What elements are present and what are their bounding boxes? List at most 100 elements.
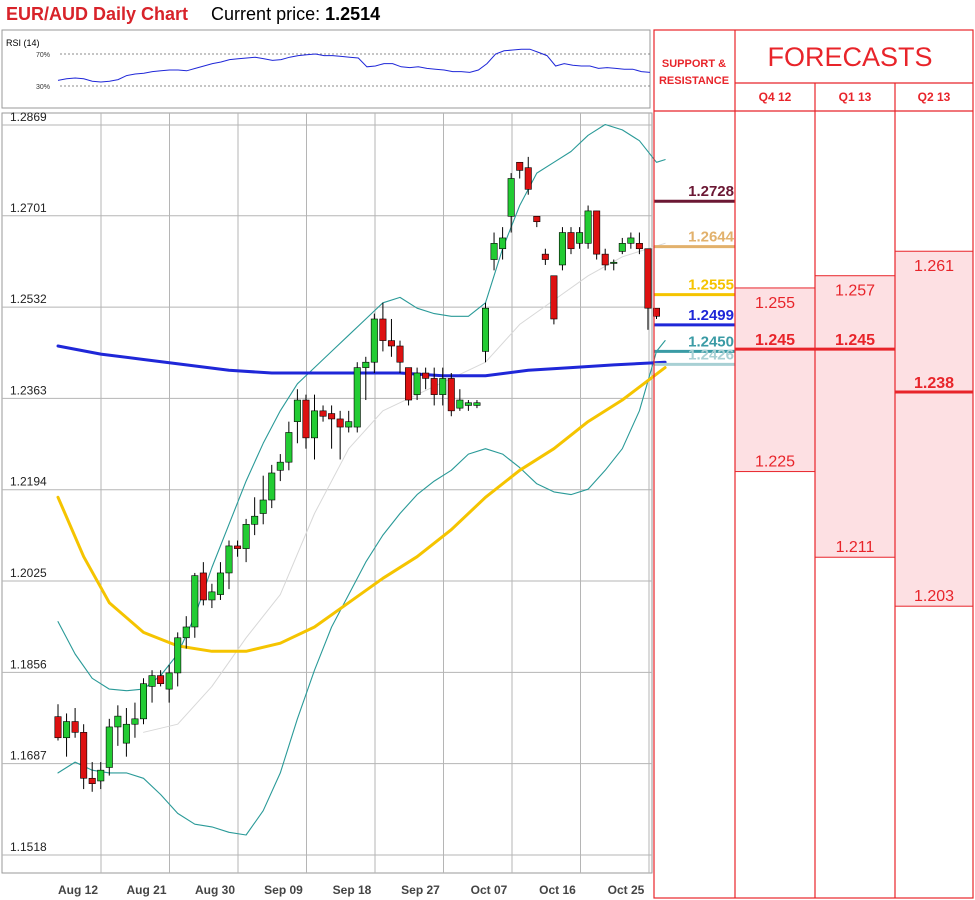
y-tick-label: 1.2363 [10, 383, 47, 397]
candle-body [216, 572, 224, 595]
y-tick-label: 1.1518 [10, 840, 47, 854]
candle-body [225, 545, 233, 574]
candle-body [71, 721, 79, 733]
candle-body [131, 718, 139, 725]
forecast-low-value: 1.203 [914, 588, 954, 605]
rsi-panel-frame [1, 29, 651, 109]
candle-body [430, 378, 438, 395]
forecast-mid-value: 1.238 [914, 375, 954, 392]
candle-body [191, 575, 199, 628]
forecast-range-box [894, 250, 974, 607]
candle-body [328, 413, 336, 420]
candle-body [105, 726, 113, 768]
candle-body [362, 361, 370, 368]
y-tick-label: 1.2532 [10, 292, 47, 306]
candle-body [541, 253, 549, 260]
candle-body [208, 591, 216, 601]
candle-body [516, 161, 524, 171]
current-price-value: 1.2514 [325, 4, 381, 24]
candle-body [558, 232, 566, 266]
candle-body [464, 402, 472, 406]
candle-body [80, 732, 88, 779]
candle-body [576, 232, 584, 244]
candle-body [148, 675, 156, 687]
candle-body [114, 715, 122, 728]
candle-body [567, 232, 575, 250]
candle-body [490, 243, 498, 260]
forecast-mid-value: 1.245 [835, 332, 875, 349]
x-tick-label: Oct 25 [608, 883, 645, 897]
x-tick-label: Oct 16 [539, 883, 576, 897]
candle-body [447, 378, 455, 412]
sr-label: 1.2426 [688, 346, 734, 363]
candle-body [422, 372, 430, 379]
candle-body [353, 367, 361, 428]
sr-label: 1.2644 [688, 229, 735, 246]
sr-label: 1.2555 [688, 277, 734, 294]
candle-body [63, 721, 71, 739]
candle-body [182, 626, 190, 639]
y-tick-label: 1.2194 [10, 475, 47, 489]
candle-body [293, 399, 301, 422]
candle-body [584, 210, 592, 244]
candle-body [276, 461, 284, 471]
candle-body [387, 340, 395, 347]
overlay-ma-grey [143, 242, 666, 733]
candle-body [234, 545, 242, 549]
overlay-ma-yellow [56, 366, 667, 653]
forecast-column-header: Q1 13 [839, 90, 872, 104]
candle-body [165, 672, 173, 690]
candle-body [635, 243, 643, 250]
forecast-column-header: Q2 13 [918, 90, 951, 104]
rsi-level-label: 30% [36, 84, 50, 91]
forecast-panel-frame [653, 29, 974, 899]
candle-body [97, 769, 105, 782]
sr-label: 1.2499 [688, 307, 734, 324]
candle-body [396, 345, 404, 363]
forecast-column-header: Q4 12 [759, 90, 792, 104]
forecast-high-value: 1.257 [835, 283, 875, 300]
candle-body [140, 683, 148, 720]
candle-body [310, 410, 318, 439]
rsi-line [57, 48, 651, 83]
candle-body [524, 167, 532, 190]
candle-body [627, 237, 635, 244]
price-plot-frame [1, 112, 653, 874]
chart-title: EUR/AUD Daily Chart [6, 4, 189, 24]
candle-body [550, 275, 558, 320]
x-tick-label: Oct 07 [471, 883, 508, 897]
candle-body [259, 499, 267, 514]
x-tick-label: Sep 27 [401, 883, 440, 897]
candle-body [199, 572, 207, 601]
x-tick-label: Sep 18 [333, 883, 372, 897]
candle-body [122, 723, 130, 744]
candle-body [405, 367, 413, 401]
candle-body [174, 637, 182, 674]
candle-body [268, 472, 276, 501]
forecast-high-value: 1.261 [914, 258, 954, 275]
forecast-mid-value: 1.245 [755, 332, 795, 349]
y-tick-label: 1.1856 [10, 657, 47, 671]
current-price-label: Current price: [211, 4, 326, 24]
candle-body [499, 237, 507, 250]
overlay-bollinger-lower [57, 340, 666, 836]
candle-body [54, 716, 62, 739]
candle-body [319, 410, 327, 417]
candle-body [370, 318, 378, 363]
y-tick-label: 1.2869 [10, 110, 47, 124]
rsi-label: RSI (14) [6, 38, 40, 48]
candle-body [302, 399, 310, 439]
candle-body [481, 307, 489, 352]
candle-body [285, 432, 293, 463]
candle-body [413, 372, 421, 395]
sr-heading: RESISTANCE [659, 75, 729, 87]
candle-body [644, 248, 652, 309]
sr-label: 1.2728 [688, 183, 734, 200]
candle-body [601, 253, 609, 266]
forecast-range-box [734, 287, 816, 473]
candle-body [439, 378, 447, 395]
forecast-low-value: 1.211 [836, 539, 875, 556]
candle-body [652, 307, 660, 317]
